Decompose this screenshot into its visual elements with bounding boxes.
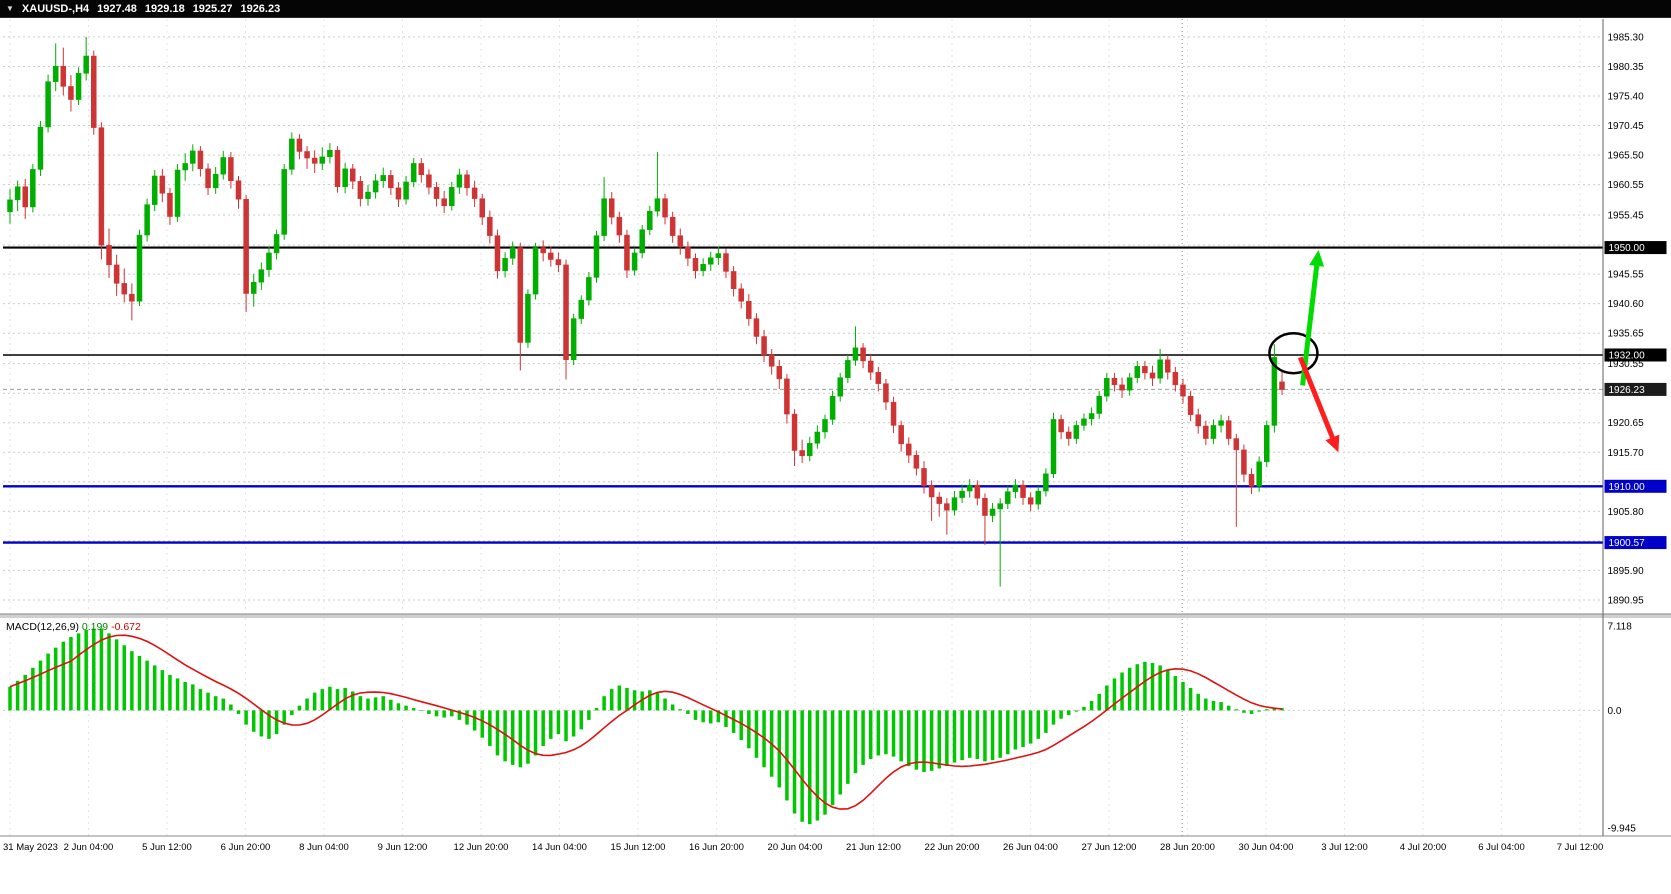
svg-text:1915.70: 1915.70 [1608,448,1645,459]
svg-text:1985.30: 1985.30 [1608,32,1645,43]
macd-panel [0,628,1671,837]
svg-text:1932.00: 1932.00 [1609,350,1646,361]
candlestick-series [7,36,1285,587]
chart-canvas[interactable]: 1985.30 1980.35 1975.40 1970.45 1965.50 1960.… [0,18,1671,889]
svg-text:1955.45: 1955.45 [1608,211,1645,222]
svg-text:1950.00: 1950.00 [1609,243,1646,254]
ohlc-high-value: 1929.18 [144,2,185,15]
svg-text:9 Jun 12:00: 9 Jun 12:00 [378,842,428,853]
chart-area[interactable]: 1985.30 1980.35 1975.40 1970.45 1965.50 1960.… [0,18,1671,889]
svg-text:1970.45: 1970.45 [1608,121,1645,132]
svg-text:1960.55: 1960.55 [1608,180,1645,191]
svg-text:-9.945: -9.945 [1608,824,1637,835]
annotations[interactable] [1268,249,1340,453]
svg-text:1935.65: 1935.65 [1608,329,1645,340]
highlight-circle [1268,331,1319,375]
symbol-dropdown-icon[interactable]: ▼ [6,4,14,13]
svg-text:1926.23: 1926.23 [1609,385,1646,396]
svg-text:28 Jun 20:00: 28 Jun 20:00 [1160,842,1215,853]
svg-text:21 Jun 12:00: 21 Jun 12:00 [846,842,901,853]
svg-text:1895.90: 1895.90 [1608,566,1645,577]
bullish-arrow-head [1309,249,1325,267]
svg-text:27 Jun 12:00: 27 Jun 12:00 [1082,842,1137,853]
svg-text:1940.60: 1940.60 [1608,299,1645,310]
svg-text:8 Jun 04:00: 8 Jun 04:00 [299,842,349,853]
svg-text:12 Jun 20:00: 12 Jun 20:00 [454,842,509,853]
svg-text:20 Jun 04:00: 20 Jun 04:00 [768,842,823,853]
svg-text:14 Jun 04:00: 14 Jun 04:00 [532,842,587,853]
macd-signal-line [9,634,1283,810]
svg-text:2 Jun 04:00: 2 Jun 04:00 [64,842,114,853]
grid [3,19,1603,836]
ohlc-open-value: 1927.48 [97,2,137,15]
chart-title-bar: ▼ XAUUSD-,H4 1927.48 1929.18 1925.27 192… [0,0,1671,18]
svg-text:1945.55: 1945.55 [1608,270,1645,281]
svg-text:1975.40: 1975.40 [1608,91,1645,102]
symbol-timeframe-label: XAUUSD-,H4 [21,2,90,15]
svg-text:1890.95: 1890.95 [1608,595,1645,606]
price-axis[interactable]: 1985.30 1980.35 1975.40 1970.45 1965.50 1960.… [1602,19,1667,836]
macd-name: MACD(12,26,9) [6,621,79,633]
svg-text:22 Jun 20:00: 22 Jun 20:00 [925,842,980,853]
svg-text:4 Jul 20:00: 4 Jul 20:00 [1400,842,1446,853]
svg-text:0.0: 0.0 [1608,706,1622,717]
svg-text:1910.00: 1910.00 [1609,482,1646,493]
svg-text:6 Jun 20:00: 6 Jun 20:00 [221,842,271,853]
time-axis[interactable]: 31 May 2023 2 Jun 04:00 5 Jun 12:00 6 Jun 2… [3,842,1603,853]
svg-text:7.118: 7.118 [1608,622,1633,633]
svg-text:31 May 2023: 31 May 2023 [3,842,58,853]
svg-text:3 Jul 12:00: 3 Jul 12:00 [1321,842,1367,853]
macd-indicator-label: MACD(12,26,9) 0.199 -0.672 [6,621,141,633]
svg-text:1965.50: 1965.50 [1608,151,1645,162]
ohlc-close-value: 1926.23 [240,2,281,15]
svg-text:7 Jul 12:00: 7 Jul 12:00 [1557,842,1603,853]
svg-text:15 Jun 12:00: 15 Jun 12:00 [611,842,666,853]
svg-text:6 Jul 04:00: 6 Jul 04:00 [1478,842,1524,853]
svg-text:1980.35: 1980.35 [1608,62,1645,73]
svg-text:5 Jun 12:00: 5 Jun 12:00 [142,842,192,853]
current-price-badge [1604,382,1667,396]
ohlc-low-value: 1925.27 [192,2,233,15]
bearish-arrow-head [1325,434,1340,453]
macd-signal-value: -0.672 [111,621,141,633]
svg-text:26 Jun 04:00: 26 Jun 04:00 [1003,842,1058,853]
svg-text:30 Jun 04:00: 30 Jun 04:00 [1239,842,1294,853]
svg-text:1930.55: 1930.55 [1608,359,1645,370]
svg-text:1905.80: 1905.80 [1608,507,1645,518]
svg-text:16 Jun 20:00: 16 Jun 20:00 [689,842,744,853]
svg-text:1920.65: 1920.65 [1608,418,1645,429]
svg-text:1900.57: 1900.57 [1609,538,1646,549]
panel-splitter[interactable] [0,614,1671,618]
horizontal-level-lines[interactable] [3,246,1603,544]
macd-main-value: 0.199 [81,621,109,633]
